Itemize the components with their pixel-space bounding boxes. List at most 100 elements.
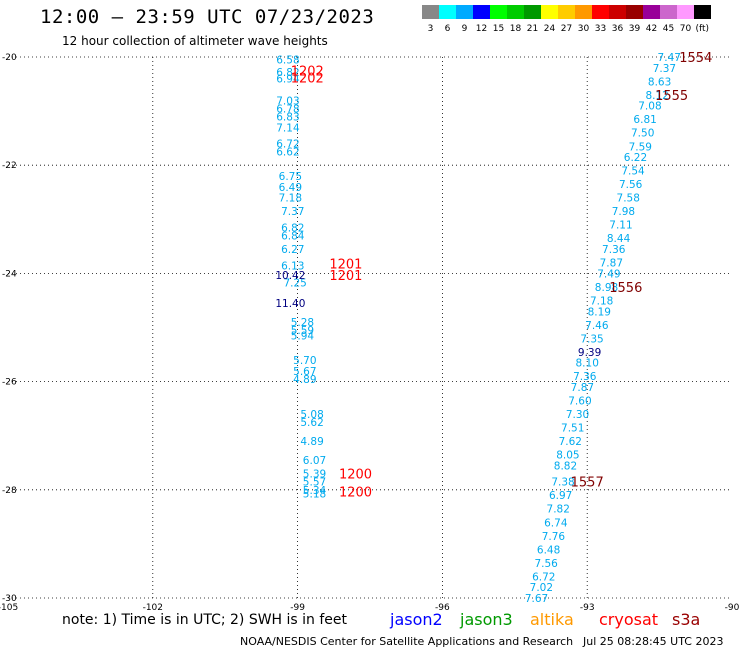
swh-value: 7.56 — [619, 179, 643, 191]
colorbar-swatch — [422, 5, 439, 19]
swh-value: 8.12 — [645, 90, 668, 102]
swh-value: 7.60 — [568, 396, 591, 408]
chart-title: 12:00 – 23:59 UTC 07/23/2023 — [40, 6, 375, 28]
swh-value: 7.35 — [580, 333, 603, 345]
colorbar-label: 33 — [595, 24, 606, 34]
x-tick-label: -93 — [580, 603, 595, 613]
colorbar-label: 24 — [544, 24, 556, 34]
swh-value: 8.63 — [648, 76, 671, 88]
swh-value: 6.48 — [537, 544, 560, 556]
swh-value: 7.38 — [551, 477, 574, 489]
x-tick-label: -96 — [435, 603, 450, 613]
y-tick-label: -28 — [2, 486, 17, 496]
swh-value: 5.34 — [303, 485, 327, 497]
swh-value: 5.70 — [293, 355, 316, 367]
time-label: 1201 — [329, 269, 362, 284]
y-tick-label: -30 — [2, 594, 17, 604]
swh-value: 6.07 — [303, 455, 326, 467]
swh-value: 7.11 — [609, 220, 632, 232]
colorbar-swatch — [660, 5, 677, 19]
swh-value: 7.30 — [566, 409, 589, 421]
swh-value: 6.94 — [276, 74, 300, 86]
swh-value: 6.82 — [276, 67, 299, 79]
time-label: 1202 — [291, 72, 324, 87]
colorbar-label: 6 — [445, 24, 451, 34]
swh-value: 7.25 — [283, 278, 306, 290]
swh-value: 6.82 — [281, 222, 304, 234]
swh-value: 7.37 — [281, 206, 304, 218]
swh-value: 6.72 — [276, 139, 299, 151]
swh-value: 5.18 — [303, 489, 326, 501]
swh-value: 7.62 — [559, 436, 582, 448]
legend-jason2: jason2 — [390, 610, 443, 629]
swh-value: 6.22 — [624, 152, 647, 164]
y-tick-label: -22 — [2, 161, 17, 171]
x-tick-label: -90 — [725, 603, 740, 613]
swh-value: 11.40 — [275, 298, 305, 310]
colorbar-swatch — [473, 5, 490, 19]
colorbar-label: 15 — [493, 24, 504, 34]
time-label: 1555 — [655, 89, 688, 104]
footer-credit: NOAA/NESDIS Center for Satellite Applica… — [240, 635, 574, 648]
swh-value: 7.87 — [571, 382, 594, 394]
swh-value: 4.89 — [300, 436, 323, 448]
swh-value: 6.72 — [532, 571, 555, 583]
colorbar-label: 39 — [629, 24, 641, 34]
colorbar-label: 30 — [578, 24, 590, 34]
swh-value: 5.08 — [300, 409, 323, 421]
swh-value: 7.37 — [653, 63, 676, 75]
swh-value: 7.36 — [573, 371, 597, 383]
swh-value: 6.84 — [281, 231, 305, 243]
colorbar-swatch — [439, 5, 456, 19]
time-label: 1201 — [329, 258, 362, 273]
axis-labels: -105 -102 -99 -96 -93 -90 -20 -22 -24 -26 -28 -30 — [0, 53, 740, 613]
colorbar-unit: (ft) — [695, 24, 709, 34]
colorbar-swatch — [626, 5, 643, 19]
swh-value: 8.05 — [556, 450, 579, 462]
swh-value: 7.59 — [629, 141, 652, 153]
swh-value: 5.62 — [300, 417, 323, 429]
legend-cryosat: cryosat — [599, 610, 659, 629]
colorbar-swatch — [541, 5, 558, 19]
swh-value: 8.19 — [588, 306, 611, 318]
swh-value: 10.42 — [275, 270, 305, 282]
grid-lines — [8, 56, 732, 599]
y-tick-label: -24 — [2, 269, 17, 279]
legend-altika: altika — [530, 610, 574, 629]
swh-value: 5.28 — [291, 317, 314, 329]
note-text: note: 1) Time is in UTC; 2) SWH is in fe… — [62, 612, 348, 628]
legend-jason3: jason3 — [460, 610, 513, 629]
colorbar-swatch — [592, 5, 609, 19]
swh-value: 6.27 — [281, 244, 304, 256]
colorbar-swatch — [456, 5, 473, 19]
time-label: 1557 — [571, 476, 604, 491]
colorbar-swatch — [524, 5, 541, 19]
time-label: 1556 — [609, 281, 642, 296]
swh-value: 7.46 — [585, 320, 609, 332]
colorbar-label: 3 — [428, 24, 434, 34]
swh-value: 8.98 — [595, 282, 618, 294]
swh-value: 6.78 — [276, 103, 299, 115]
swh-value: 5.59 — [291, 325, 314, 337]
swh-value: 7.98 — [612, 206, 635, 218]
swh-value: 7.18 — [279, 193, 302, 205]
swh-value: 7.03 — [276, 95, 299, 107]
colorbar-label: 12 — [476, 24, 487, 34]
colorbar-swatch — [490, 5, 507, 19]
swh-value: 7.76 — [542, 531, 566, 543]
swh-value: 7.51 — [561, 423, 584, 435]
colorbar-swatch — [575, 5, 592, 19]
swh-value: 7.18 — [590, 295, 613, 307]
colorbar-label: 9 — [462, 24, 468, 34]
swh-value: 7.14 — [276, 122, 300, 134]
swh-value: 7.82 — [547, 504, 570, 516]
x-tick-label: -102 — [143, 603, 163, 613]
swh-value: 8.10 — [576, 358, 599, 370]
swh-value: 6.81 — [633, 114, 656, 126]
time-label: 1554 — [679, 51, 712, 66]
swh-value: 7.54 — [621, 166, 645, 178]
swh-value: 7.08 — [638, 101, 661, 113]
legend-s3a: s3a — [672, 610, 701, 629]
data-marks: 6.586.826.947.036.786.837.146.726.626.75… — [275, 51, 712, 605]
